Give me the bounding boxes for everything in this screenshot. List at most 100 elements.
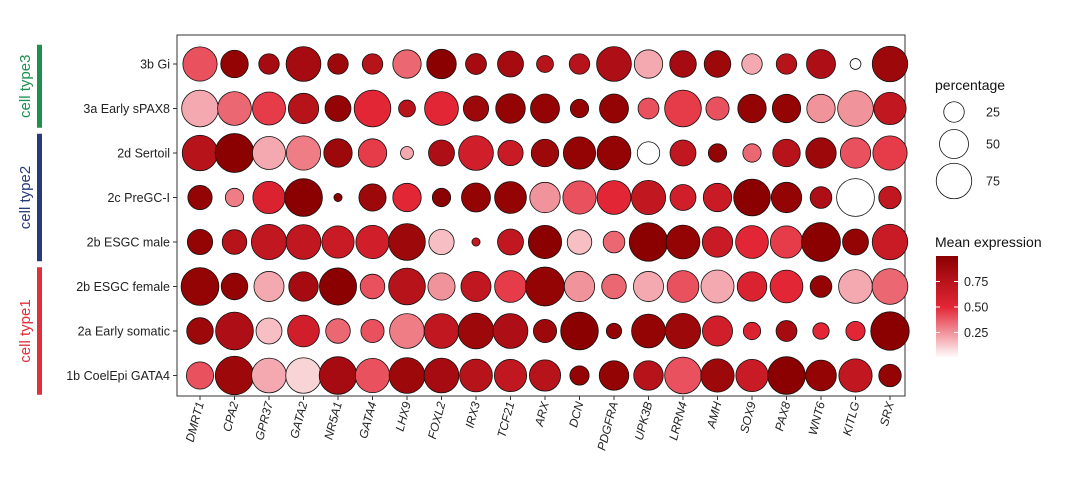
dot-2d-sertoil-cpa2 — [214, 133, 255, 173]
dot-1b-coelepi-gata4-pax8 — [767, 356, 806, 395]
dot-3a-early-spax8-irx3 — [462, 95, 490, 122]
dot-2b-esgc-female-amh — [700, 269, 735, 304]
dot-2b-esgc-male-kitlg — [842, 228, 869, 256]
group-bar-cell-type2 — [37, 133, 42, 262]
percentage-legend: percentage 25 50 75 — [935, 77, 1005, 200]
dot-1b-coelepi-gata4-foxl2 — [423, 357, 460, 394]
dot-2b-esgc-female-dmrt1 — [180, 267, 220, 306]
row-label: 2b ESGC male — [87, 236, 170, 250]
dot-3a-early-spax8-upk3b — [637, 97, 660, 120]
gene-label: PAX8 — [772, 400, 793, 433]
gene-labels: DMRT1 CPA2 GPR37 GATA2 NR5A1 GATA4 LHX9 FOXL2 IR… — [183, 396, 897, 452]
dot-3b-gi-pdgfra — [596, 46, 632, 82]
dot-3a-early-spax8-kitlg — [837, 90, 874, 127]
dot-2b-esgc-male-gata4 — [355, 224, 390, 260]
dot-2b-esgc-female-tcf21 — [494, 270, 527, 303]
dot-2a-early-somatic-foxl2 — [423, 313, 460, 349]
dot-3b-gi-foxl2 — [426, 48, 457, 80]
dot-3b-gi-sox9 — [741, 53, 763, 75]
legend-color-label: 0.50 — [964, 301, 988, 315]
dot-2b-esgc-male-srx — [871, 223, 909, 261]
expression-colorbar — [936, 256, 958, 358]
dot-2d-sertoil-foxl2 — [428, 139, 455, 167]
dot-1b-coelepi-gata4-pdgfra — [598, 360, 630, 391]
row-label: 3b Gi — [140, 58, 170, 72]
dot-1b-coelepi-gata4-wnt6 — [805, 359, 837, 392]
row-label: 2b ESGC female — [76, 280, 170, 294]
dot-3a-early-spax8-srx — [873, 91, 907, 126]
dot-1b-coelepi-gata4-gata2 — [285, 357, 322, 394]
dot-2a-early-somatic-amh — [702, 315, 733, 347]
row-label: 2a Early somatic — [78, 325, 170, 339]
dot-3a-early-spax8-dmrt1 — [181, 89, 219, 128]
dot-2d-sertoil-nr5a1 — [323, 138, 353, 168]
dot-2a-early-somatic-lrrn4 — [664, 312, 702, 350]
expression-legend: Mean expression 0.75 0.50 0.25 — [935, 234, 1042, 358]
dot-2d-sertoil-pdgfra — [596, 135, 632, 171]
row-labels: 3b Gi 3a Early sPAX8 2d Sertoil 2c PreGC-I 2… — [66, 58, 177, 383]
dot-3a-early-spax8-sox9 — [737, 93, 767, 124]
gene-label: DMRT1 — [183, 400, 207, 443]
dot-2c-pregc-i-gpr37 — [252, 180, 286, 215]
dot-3a-early-spax8-wnt6 — [806, 93, 836, 124]
gene-label: SRX — [877, 399, 897, 427]
dot-2c-pregc-i-nr5a1 — [333, 192, 343, 202]
dot-2a-early-somatic-pax8 — [775, 320, 798, 342]
row-label: 2d Sertoil — [117, 147, 170, 161]
dot-2c-pregc-i-irx3 — [461, 182, 491, 213]
dot-2d-sertoil-tcf21 — [497, 139, 524, 167]
dot-3a-early-spax8-lhx9 — [398, 99, 416, 118]
gene-label: GATA2 — [287, 400, 310, 440]
dot-2b-esgc-female-wnt6 — [809, 275, 833, 298]
dot-1b-coelepi-gata4-upk3b — [633, 360, 664, 391]
dot-2d-sertoil-pax8 — [772, 138, 801, 168]
gene-label: CPA2 — [220, 400, 241, 433]
dot-2b-esgc-female-gpr37 — [253, 271, 285, 302]
dot-2b-esgc-female-pax8 — [769, 269, 804, 304]
dot-1b-coelepi-gata4-arx — [528, 359, 562, 392]
dot-2a-early-somatic-srx — [870, 311, 910, 351]
dot-2c-pregc-i-dcn — [562, 180, 597, 215]
dot-2b-esgc-male-arx — [527, 224, 563, 260]
dot-2b-esgc-male-nr5a1 — [321, 225, 355, 259]
dot-2b-esgc-male-sox9 — [735, 225, 769, 259]
dot-2c-pregc-i-dmrt1 — [187, 184, 213, 211]
dot-3b-gi-amh — [703, 50, 732, 78]
gene-label: NR5A1 — [321, 400, 345, 441]
dot-3b-gi-wnt6 — [806, 49, 836, 79]
dot-3b-gi-lhx9 — [392, 49, 422, 79]
dot-3a-early-spax8-pax8 — [771, 93, 802, 124]
dot-2d-sertoil-amh — [707, 143, 728, 163]
dot-3a-early-spax8-lrrn4 — [664, 89, 702, 128]
dot-2c-pregc-i-amh — [702, 182, 733, 213]
dot-2d-sertoil-dcn — [562, 136, 597, 170]
dot-2b-esgc-female-pdgfra — [601, 273, 627, 300]
dot-3a-early-spax8-tcf21 — [495, 93, 526, 124]
dot-3b-gi-lrrn4 — [669, 50, 697, 78]
gene-label: GPR37 — [252, 399, 276, 442]
group-label: cell type2 — [17, 166, 34, 229]
dot-2c-pregc-i-srx — [878, 185, 902, 210]
dot-3a-early-spax8-gata2 — [287, 92, 320, 125]
dot-3a-early-spax8-cpa2 — [217, 91, 252, 126]
gene-label: ARX — [532, 399, 552, 428]
gene-label: LHX9 — [393, 400, 414, 433]
dot-3a-early-spax8-arx — [530, 93, 560, 124]
gene-label: TCF21 — [494, 400, 517, 439]
dot-1b-coelepi-gata4-gata4 — [354, 357, 391, 394]
dot-2a-early-somatic-pdgfra — [605, 322, 623, 340]
dot-1b-coelepi-gata4-srx — [878, 363, 902, 388]
dot-2d-sertoil-arx — [530, 138, 560, 168]
legend-size-label: 75 — [986, 175, 1000, 189]
dot-2b-esgc-male-dcn — [566, 229, 593, 255]
dot-3a-early-spax8-pdgfra — [599, 93, 629, 124]
dot-2c-pregc-i-sox9 — [733, 178, 771, 217]
dot-2b-esgc-male-lhx9 — [388, 223, 426, 261]
dot-3b-gi-tcf21 — [497, 50, 524, 78]
dot-2a-early-somatic-cpa2 — [215, 311, 254, 351]
dot-3a-early-spax8-gata4 — [353, 89, 392, 128]
dot-3b-gi-arx — [536, 55, 554, 73]
legend-size-label: 50 — [986, 138, 1000, 152]
gene-label: IRX3 — [462, 400, 483, 430]
legend-size-label: 25 — [986, 106, 1000, 120]
